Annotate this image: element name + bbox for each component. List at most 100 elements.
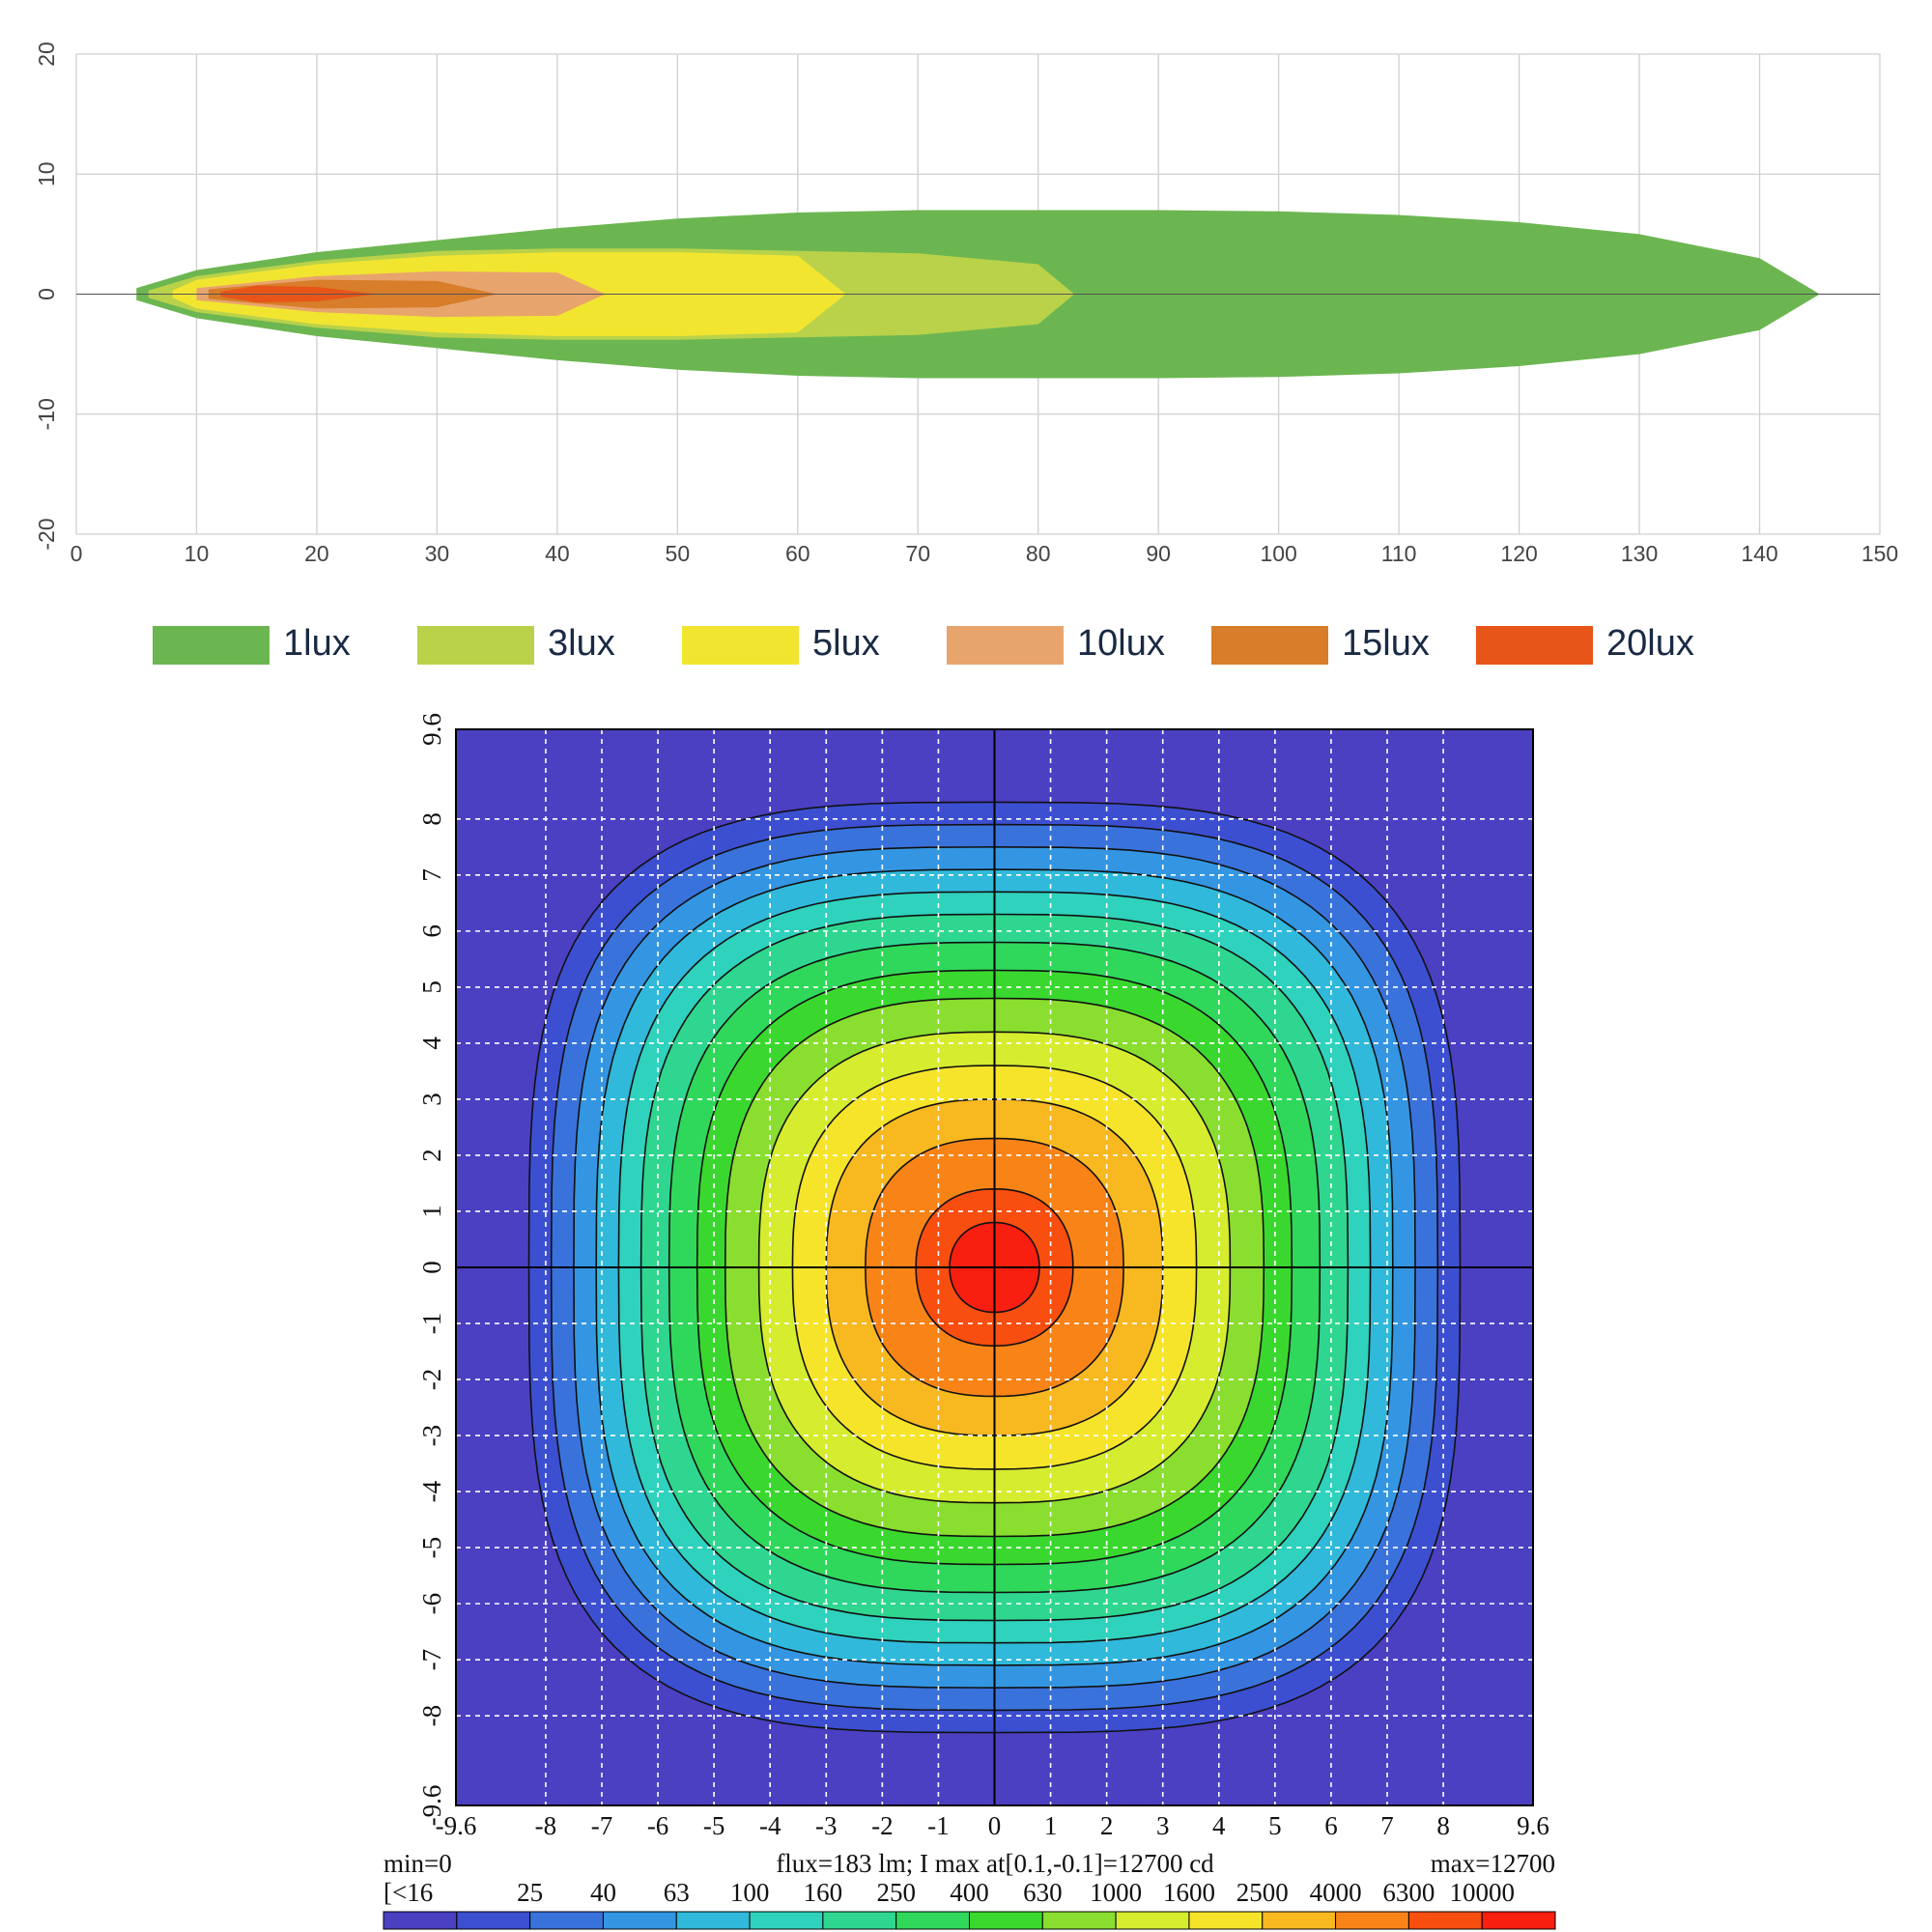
y-tick-label: 8 — [417, 812, 446, 826]
y-tick-label: 4 — [417, 1037, 446, 1050]
x-tick-label: 110 — [1381, 541, 1417, 566]
x-tick-label: 8 — [1436, 1811, 1450, 1840]
y-tick-label: -6 — [417, 1593, 446, 1615]
colorbar-label: 1000 — [1090, 1878, 1142, 1907]
x-tick-label: 100 — [1260, 541, 1296, 566]
y-tick-label: 1 — [417, 1205, 446, 1218]
colorbar-segment — [1115, 1911, 1190, 1930]
x-tick-label: 2 — [1100, 1811, 1114, 1840]
colorbar-segment — [1481, 1911, 1556, 1930]
x-tick-label: 30 — [425, 541, 450, 566]
colorbar-segment — [1262, 1911, 1337, 1930]
x-tick-label: -2 — [871, 1811, 894, 1840]
x-tick-label: 140 — [1741, 541, 1777, 566]
colorbar-label: [<16 — [384, 1878, 433, 1907]
x-tick-label: 60 — [785, 541, 810, 566]
colorbar-label: 10000 — [1449, 1878, 1515, 1907]
y-tick-label: 10 — [34, 161, 59, 186]
colorbar-label: 400 — [950, 1878, 989, 1907]
colorbar-segment — [383, 1911, 458, 1930]
colorbar-segment — [822, 1911, 897, 1930]
x-tick-label: -9.6 — [436, 1811, 477, 1840]
colorbar-segment — [1407, 1911, 1483, 1930]
x-tick-label: 150 — [1861, 541, 1898, 566]
legend-swatch — [417, 626, 534, 665]
y-tick-label: 3 — [417, 1093, 446, 1106]
x-tick-label: 70 — [905, 541, 930, 566]
x-tick-label: 3 — [1156, 1811, 1170, 1840]
colorbar-segment — [1188, 1911, 1264, 1930]
x-tick-label: 5 — [1268, 1811, 1282, 1840]
colorbar-segment — [529, 1911, 604, 1930]
y-tick-label: 20 — [34, 42, 59, 67]
y-tick-label: -9.6 — [417, 1785, 446, 1827]
legend-label: 20lux — [1606, 623, 1694, 664]
legend-label: 15lux — [1342, 623, 1430, 664]
colorbar-label: 160 — [804, 1878, 843, 1907]
x-tick-label: 4 — [1212, 1811, 1226, 1840]
colorbar-label: 630 — [1023, 1878, 1063, 1907]
x-tick-label: 0 — [71, 541, 83, 566]
x-tick-label: -5 — [703, 1811, 725, 1840]
x-tick-label: -3 — [815, 1811, 838, 1840]
x-tick-label: 6 — [1324, 1811, 1338, 1840]
annotation: flux=183 lm; I max at[0.1,-0.1]=12700 cd — [776, 1849, 1214, 1878]
colorbar-label: 100 — [730, 1878, 770, 1907]
x-tick-label: -6 — [647, 1811, 669, 1840]
y-tick-label: -1 — [417, 1313, 446, 1335]
colorbar-label: 1600 — [1163, 1878, 1215, 1907]
x-tick-label: -8 — [535, 1811, 557, 1840]
x-tick-label: 7 — [1380, 1811, 1394, 1840]
legend-swatch — [153, 626, 270, 665]
colorbar-segment — [602, 1911, 677, 1930]
x-tick-label: 0 — [988, 1811, 1002, 1840]
colorbar-segment — [749, 1911, 824, 1930]
colorbar-label: 250 — [876, 1878, 916, 1907]
plot-frame — [455, 728, 1534, 1806]
y-tick-label: -2 — [417, 1369, 446, 1391]
colorbar-segment — [969, 1911, 1043, 1930]
colorbar-segment — [1335, 1911, 1409, 1930]
y-tick-label: -8 — [417, 1705, 446, 1727]
colorbar-segment — [456, 1911, 531, 1930]
y-tick-label: 0 — [417, 1261, 446, 1274]
y-tick-label: -20 — [34, 518, 59, 550]
legend-swatch — [947, 626, 1064, 665]
annotation: min=0 — [384, 1849, 452, 1878]
x-tick-label: -1 — [927, 1811, 950, 1840]
legend-label: 1lux — [283, 623, 351, 664]
y-tick-label: 5 — [417, 980, 446, 993]
x-tick-label: -4 — [759, 1811, 781, 1840]
colorbar-label: 63 — [664, 1878, 690, 1907]
colorbar-label: 6300 — [1382, 1878, 1435, 1907]
x-tick-label: -7 — [591, 1811, 613, 1840]
y-tick-label: 7 — [417, 868, 446, 882]
colorbar-label: 40 — [590, 1878, 616, 1907]
colorbar-segment — [675, 1911, 751, 1930]
x-tick-label: 130 — [1621, 541, 1658, 566]
y-tick-label: -5 — [417, 1537, 446, 1559]
colorbar-label: 25 — [517, 1878, 543, 1907]
x-tick-label: 40 — [545, 541, 570, 566]
annotation: max=12700 — [1431, 1849, 1555, 1878]
x-tick-label: 120 — [1500, 541, 1537, 566]
y-tick-label: 9.6 — [417, 713, 446, 746]
y-tick-label: 6 — [417, 924, 446, 938]
legend-swatch — [1211, 626, 1328, 665]
x-tick-label: 9.6 — [1517, 1811, 1549, 1840]
x-tick-label: 50 — [666, 541, 691, 566]
x-tick-label: 10 — [185, 541, 210, 566]
legend-label: 10lux — [1077, 623, 1165, 664]
legend-label: 5lux — [812, 623, 880, 664]
y-tick-label: -7 — [417, 1649, 446, 1671]
colorbar-label: 2500 — [1236, 1878, 1289, 1907]
y-tick-label: -4 — [417, 1480, 446, 1502]
legend-label: 3lux — [548, 623, 615, 664]
x-tick-label: 1 — [1044, 1811, 1058, 1840]
colorbar-label: 4000 — [1310, 1878, 1362, 1907]
colorbar-segment — [895, 1911, 970, 1930]
x-tick-label: 20 — [304, 541, 329, 566]
colorbar-segment — [1041, 1911, 1117, 1930]
x-tick-label: 90 — [1146, 541, 1171, 566]
